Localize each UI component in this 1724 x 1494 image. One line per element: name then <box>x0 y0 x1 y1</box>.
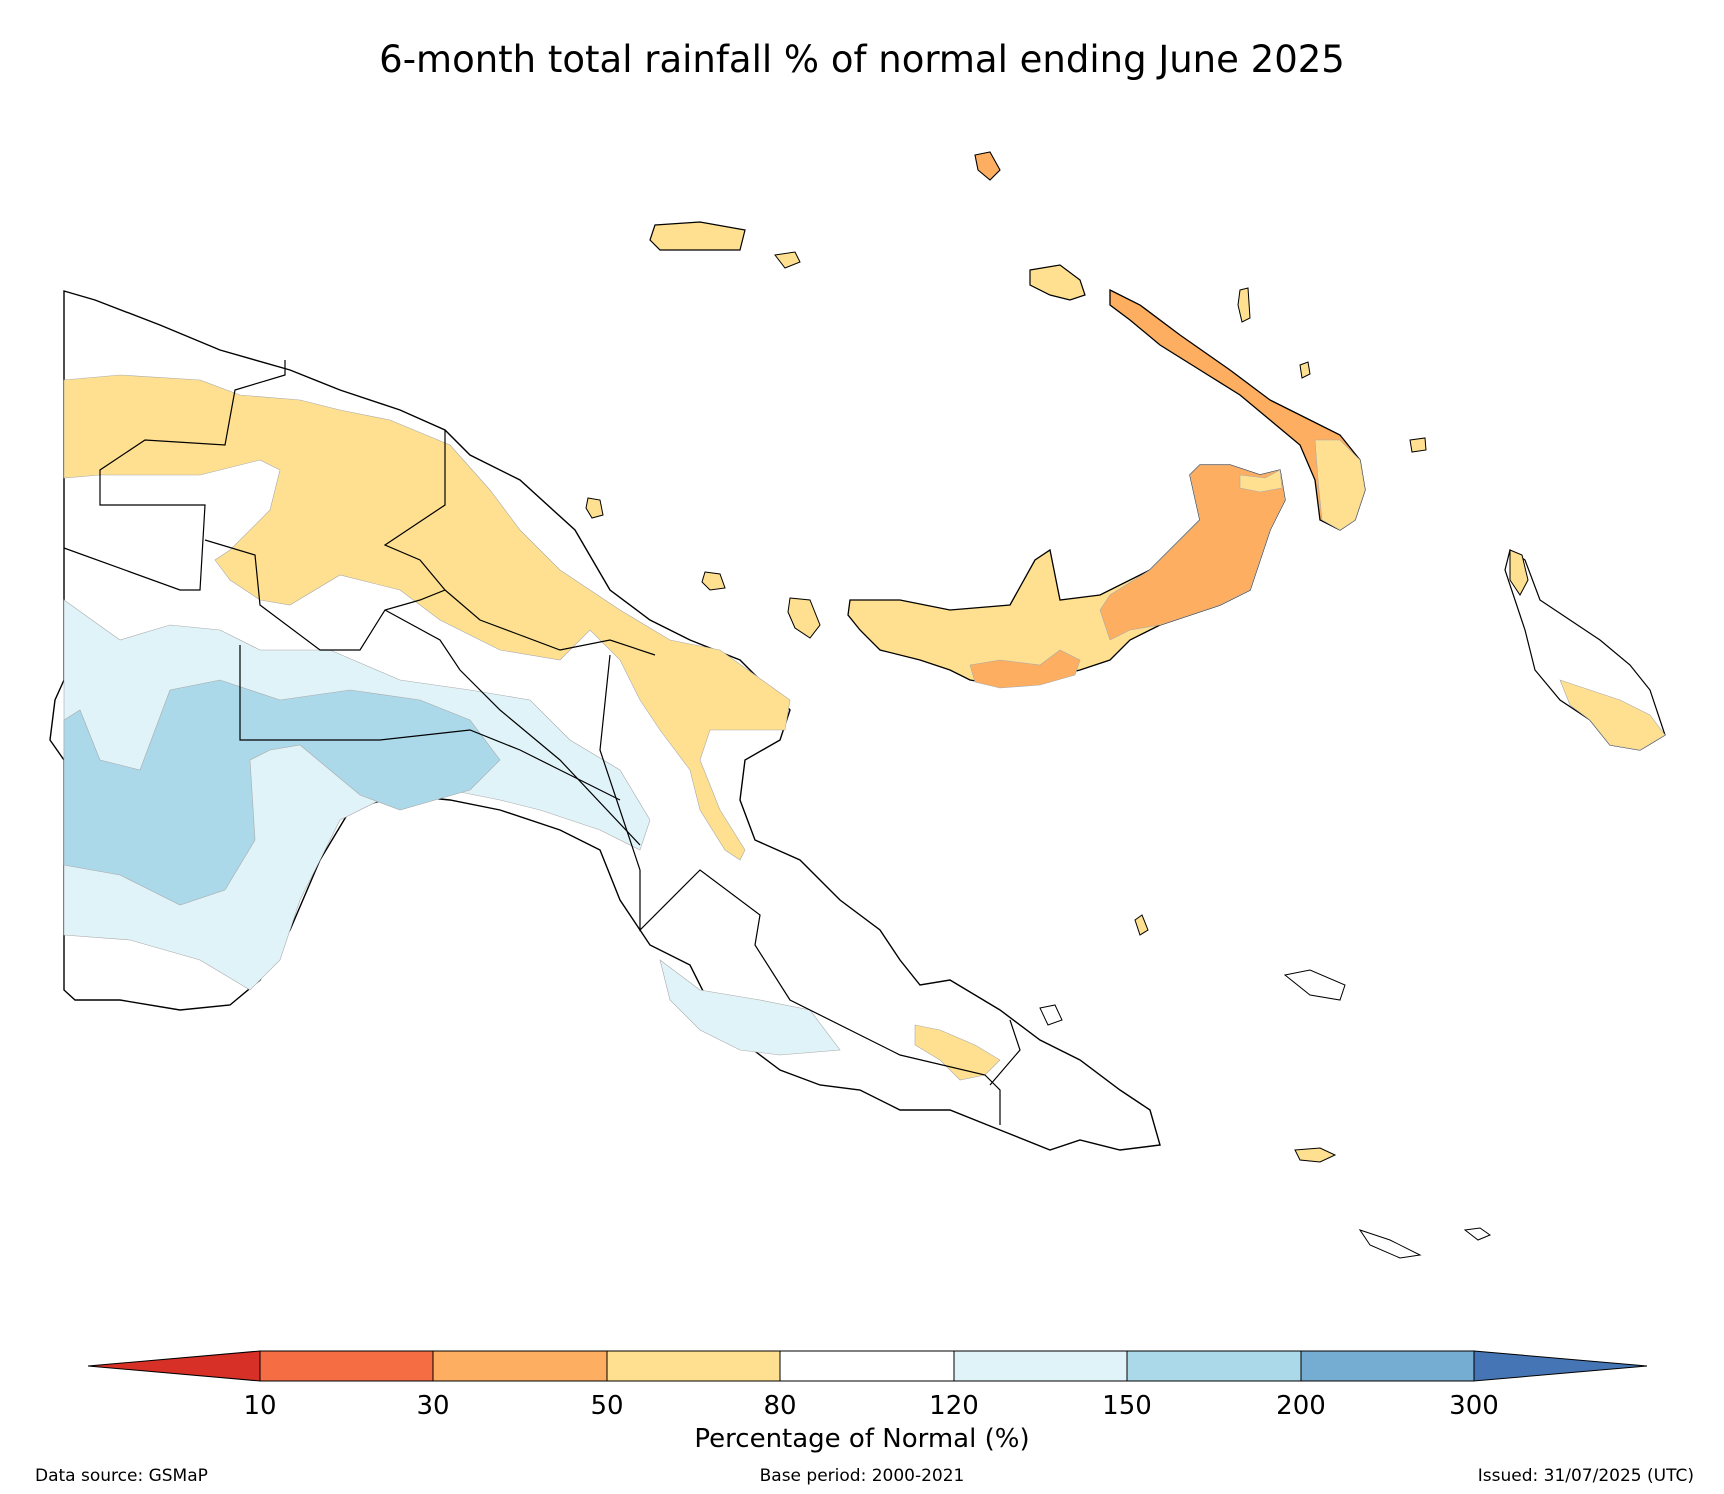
colorbar-segment-150-200 <box>1126 1350 1302 1382</box>
new-britain-below50 <box>1099 464 1286 641</box>
colorbar-tick: 200 <box>1276 1391 1326 1421</box>
bougainville-south <box>1559 679 1666 751</box>
new-hanover-island <box>1029 264 1086 301</box>
long-island <box>701 571 726 591</box>
new-britain-below50-south <box>969 649 1081 689</box>
tanga-island <box>1409 437 1427 453</box>
manus-island <box>649 221 746 251</box>
colorbar-extend-low <box>87 1350 261 1382</box>
data-source-note: Data source: GSMaP <box>35 1466 208 1486</box>
colorbar-segment-200-300 <box>1300 1350 1475 1382</box>
colorbar-tick: 300 <box>1449 1391 1499 1421</box>
colorbar-tick: 50 <box>590 1391 624 1421</box>
colorbar-segment-120-150 <box>953 1350 1128 1382</box>
buka-island <box>1509 549 1529 596</box>
umboi-island <box>787 597 821 639</box>
colorbar-label: Percentage of Normal (%) <box>694 1424 1030 1454</box>
above-normal-region-southeast <box>659 959 841 1056</box>
colorbar-tick: 30 <box>416 1391 450 1421</box>
below-normal-region-northwest <box>63 374 791 861</box>
colorbar-tick: 80 <box>763 1391 797 1421</box>
new-ireland-south <box>1314 439 1366 531</box>
colorbar-segment-10-30 <box>259 1350 434 1382</box>
colorbar-tick: 10 <box>243 1391 277 1421</box>
trobriand-island <box>1134 914 1149 936</box>
karkar-island <box>585 497 604 519</box>
sudest-island <box>1358 1229 1422 1259</box>
ferguson-island <box>1283 969 1346 1001</box>
colorbar-segment-30-50 <box>432 1350 608 1382</box>
colorbar-tick: 120 <box>929 1391 979 1421</box>
goodenough-island <box>1039 1004 1063 1026</box>
rossel-island <box>1463 1227 1492 1241</box>
manus-east-islet <box>774 251 801 269</box>
colorbar-extend-high <box>1473 1350 1648 1382</box>
lihir-island <box>1299 361 1311 379</box>
mussau-island <box>974 151 1001 181</box>
above-normal-region-medium <box>63 679 501 906</box>
province-boundaries <box>63 360 1021 1125</box>
base-period-note: Base period: 2000-2021 <box>759 1466 965 1486</box>
colorbar-segment-50-80 <box>606 1350 781 1382</box>
issued-date-note: Issued: 31/07/2025 (UTC) <box>1477 1466 1694 1486</box>
colorbar-tick: 150 <box>1102 1391 1152 1421</box>
woodlark-island <box>1294 1147 1337 1163</box>
colorbar-segment-80-120 <box>779 1350 955 1382</box>
new-britain-pocket <box>1239 469 1283 493</box>
rainfall-map <box>49 151 1666 1259</box>
tabar-island <box>1237 287 1251 323</box>
map-title: 6-month total rainfall % of normal endin… <box>379 38 1345 81</box>
